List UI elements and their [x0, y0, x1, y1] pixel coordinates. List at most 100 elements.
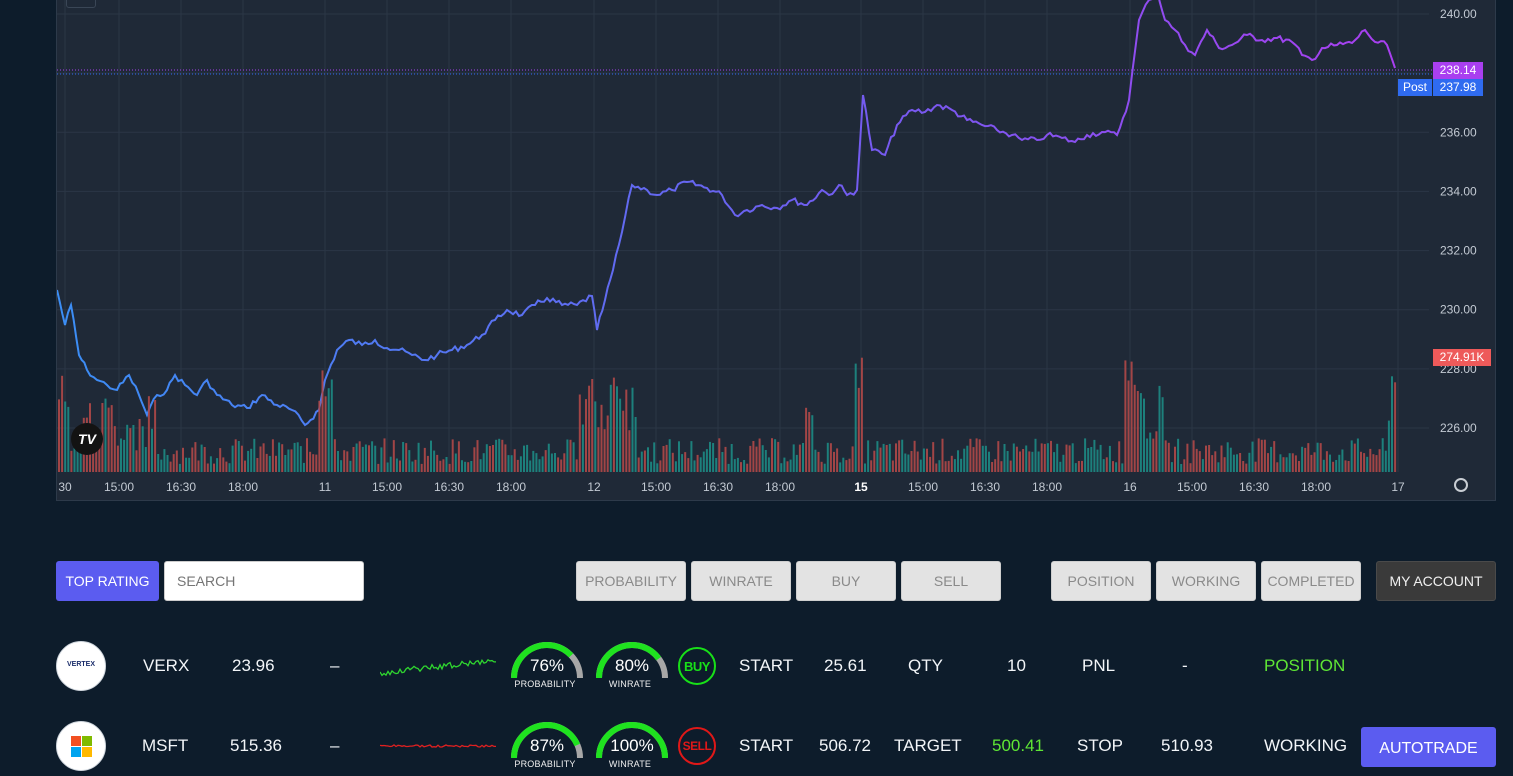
time-tick-label: 16 [1123, 480, 1137, 494]
volume-bar [327, 388, 330, 472]
volume-bar [919, 459, 922, 472]
buy-filter-button[interactable]: BUY [796, 561, 896, 601]
gear-icon[interactable] [1454, 478, 1468, 492]
sell-filter-button[interactable]: SELL [901, 561, 1001, 601]
volume-bar [1257, 438, 1260, 472]
volume-bar [278, 442, 281, 472]
volume-bar [1195, 448, 1198, 472]
volume-bar [662, 446, 665, 472]
volume-bar [1056, 443, 1059, 472]
volume-bar [349, 460, 352, 472]
volume-bar [1177, 438, 1180, 472]
volume-bar [554, 453, 556, 472]
volume-bar [978, 439, 981, 472]
volume-bar [805, 407, 808, 472]
volume-bar [473, 447, 476, 472]
winrate-filter-button[interactable]: WINRATE [691, 561, 791, 601]
volume-bar [935, 463, 938, 472]
volume-bar [758, 438, 761, 472]
change-dash: – [330, 736, 340, 755]
volume-bar [361, 446, 364, 472]
volume-bar [721, 452, 724, 472]
price-chart[interactable]: 240.00 236.00 234.00 232.00 230.00 228.00 226.… [56, 0, 1496, 501]
buy-signal-badge[interactable]: BUY [678, 647, 716, 685]
volume-bar [619, 398, 622, 472]
top-rating-button[interactable]: TOP RATING [56, 561, 159, 601]
volume-bar [960, 458, 963, 472]
volume-bar [541, 456, 544, 472]
autotrade-button[interactable]: AUTOTRADE [1361, 727, 1496, 767]
volume-bar [864, 463, 866, 472]
volume-bar [498, 438, 501, 472]
completed-tab[interactable]: COMPLETED [1261, 561, 1361, 601]
volume-bar [1313, 452, 1316, 472]
time-tick-label: 17 [1391, 480, 1405, 494]
price-tick-label: 236.00 [1440, 125, 1477, 139]
pnl-label: PNL [1082, 656, 1116, 675]
working-tab[interactable]: WORKING [1156, 561, 1256, 601]
sell-signal-badge[interactable]: SELL [678, 727, 716, 765]
volume-bar [1115, 462, 1118, 472]
volume-bar [433, 450, 436, 472]
volume-bar [792, 444, 795, 472]
position-tab[interactable]: POSITION [1051, 561, 1151, 601]
volume-bar [1307, 443, 1310, 472]
volume-bar [1081, 460, 1083, 472]
volume-bar [829, 443, 832, 472]
volume-bar [656, 463, 659, 472]
search-input[interactable] [164, 561, 364, 601]
volume-bar [340, 460, 343, 472]
volume-bar [191, 447, 194, 472]
volume-bar [287, 449, 290, 472]
time-tick-label: 18:00 [765, 480, 795, 494]
winrate-value: 80% [614, 656, 650, 675]
volume-bar [290, 449, 293, 472]
volume-bar [780, 463, 783, 472]
time-tick-label: 16:30 [703, 480, 733, 494]
volume-bar [461, 460, 463, 472]
volume-bar [147, 396, 150, 472]
volume-bar [1276, 462, 1279, 472]
volume-bar [876, 441, 879, 472]
volume-bar [76, 434, 79, 472]
probability-filter-button[interactable]: PROBABILITY [576, 561, 686, 601]
probability-gauge [511, 721, 583, 759]
volume-bar [169, 461, 172, 472]
probability-label: PROBABILITY [514, 759, 576, 769]
volume-bar [820, 461, 823, 472]
volume-bar [603, 429, 606, 472]
volume-bar [513, 449, 516, 472]
volume-bar [330, 379, 333, 472]
volume-bar [358, 441, 361, 472]
volume-bar [1360, 451, 1362, 472]
volume-bar [764, 450, 767, 472]
volume-bar [408, 450, 411, 472]
stop-value: 510.93 [1161, 736, 1213, 755]
volume-bar [736, 457, 739, 472]
volume-bar [984, 445, 987, 472]
volume-bar [969, 438, 972, 472]
volume-bar [749, 445, 752, 472]
price-line [57, 0, 1396, 427]
volume-bar [659, 460, 662, 472]
volume-bar [467, 462, 470, 472]
volume-bar [1236, 454, 1238, 472]
volume-bar [1350, 440, 1353, 472]
symbol[interactable]: MSFT [142, 736, 189, 755]
volume-bar [426, 455, 429, 472]
volume-bar [709, 441, 711, 472]
volume-bar [1375, 455, 1378, 472]
volume-bar [802, 443, 804, 472]
volume-bar [185, 457, 188, 472]
symbol[interactable]: VERX [143, 656, 190, 675]
status-position[interactable]: POSITION [1264, 656, 1346, 675]
volume-bar [293, 442, 296, 472]
tradingview-logo-icon[interactable]: TV [71, 423, 103, 455]
chart-corner-button[interactable] [66, 0, 96, 8]
winrate-gauge [596, 722, 668, 759]
volume-bar [696, 454, 699, 472]
status-working[interactable]: WORKING [1264, 736, 1348, 755]
volume-bar [271, 439, 274, 472]
my-account-button[interactable]: MY ACCOUNT [1376, 561, 1496, 601]
volume-bar [296, 442, 299, 472]
